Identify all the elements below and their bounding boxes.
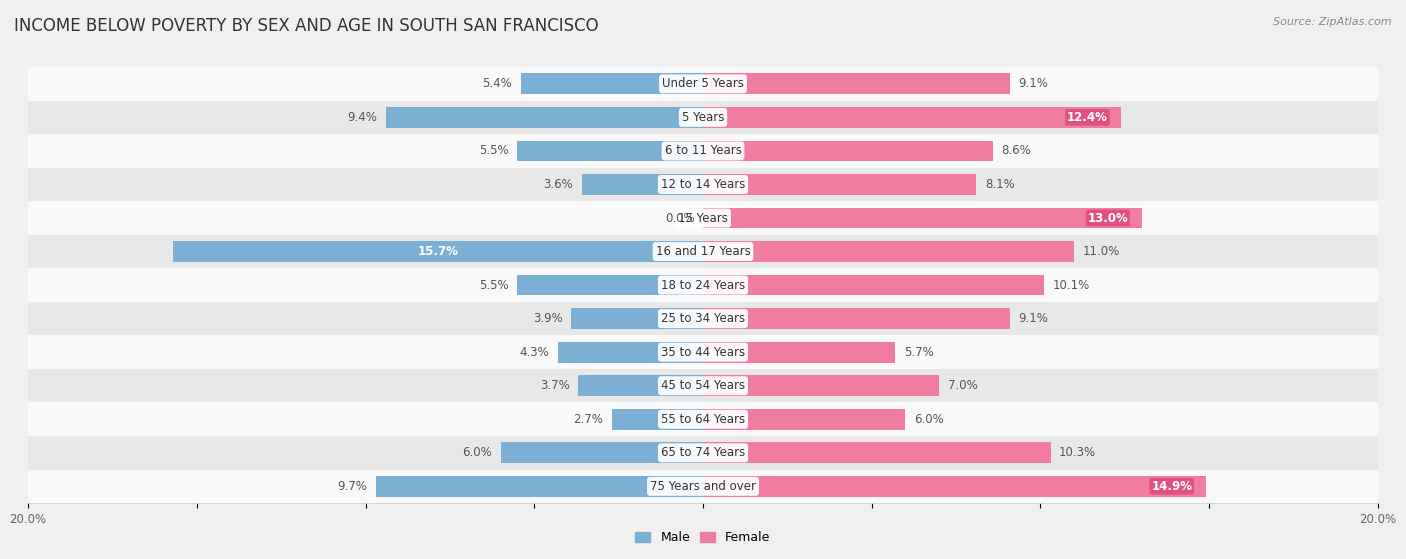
Text: 75 Years and over: 75 Years and over — [650, 480, 756, 493]
Text: 5.7%: 5.7% — [904, 345, 934, 359]
Text: 9.4%: 9.4% — [347, 111, 377, 124]
Text: 10.3%: 10.3% — [1059, 446, 1097, 459]
Text: INCOME BELOW POVERTY BY SEX AND AGE IN SOUTH SAN FRANCISCO: INCOME BELOW POVERTY BY SEX AND AGE IN S… — [14, 17, 599, 35]
Text: 15.7%: 15.7% — [418, 245, 458, 258]
Text: 6 to 11 Years: 6 to 11 Years — [665, 144, 741, 158]
Text: 9.1%: 9.1% — [1018, 77, 1049, 91]
Bar — [703, 342, 896, 363]
Text: 15 Years: 15 Years — [678, 211, 728, 225]
Text: 6.0%: 6.0% — [463, 446, 492, 459]
Bar — [28, 168, 1378, 201]
Bar — [703, 174, 976, 195]
Text: 35 to 44 Years: 35 to 44 Years — [661, 345, 745, 359]
Text: 12.4%: 12.4% — [1067, 111, 1108, 124]
Text: 5.5%: 5.5% — [479, 144, 509, 158]
Bar — [558, 342, 703, 363]
Bar — [703, 308, 1010, 329]
Bar — [28, 470, 1378, 503]
Bar — [28, 201, 1378, 235]
Text: 6.0%: 6.0% — [914, 413, 943, 426]
Text: Source: ZipAtlas.com: Source: ZipAtlas.com — [1274, 17, 1392, 27]
Text: 9.1%: 9.1% — [1018, 312, 1049, 325]
Bar — [517, 140, 703, 162]
Bar — [703, 241, 1074, 262]
Bar — [28, 101, 1378, 134]
Bar — [703, 107, 1122, 128]
Bar — [173, 241, 703, 262]
Bar — [28, 235, 1378, 268]
Text: 8.6%: 8.6% — [1001, 144, 1032, 158]
Text: 2.7%: 2.7% — [574, 413, 603, 426]
Bar — [703, 274, 1043, 296]
Text: 55 to 64 Years: 55 to 64 Years — [661, 413, 745, 426]
Text: 45 to 54 Years: 45 to 54 Years — [661, 379, 745, 392]
Bar — [703, 73, 1010, 94]
Text: 25 to 34 Years: 25 to 34 Years — [661, 312, 745, 325]
Bar — [582, 174, 703, 195]
Bar — [703, 409, 905, 430]
Bar — [517, 274, 703, 296]
Text: 16 and 17 Years: 16 and 17 Years — [655, 245, 751, 258]
Text: 4.3%: 4.3% — [520, 345, 550, 359]
Text: 3.6%: 3.6% — [543, 178, 574, 191]
Text: 8.1%: 8.1% — [984, 178, 1015, 191]
Text: 12 to 14 Years: 12 to 14 Years — [661, 178, 745, 191]
Bar — [28, 134, 1378, 168]
Bar — [28, 436, 1378, 470]
Text: 5.5%: 5.5% — [479, 278, 509, 292]
Bar — [28, 402, 1378, 436]
Legend: Male, Female: Male, Female — [630, 526, 776, 549]
Text: 5 Years: 5 Years — [682, 111, 724, 124]
Bar — [28, 268, 1378, 302]
Bar — [703, 442, 1050, 463]
Bar — [28, 302, 1378, 335]
Bar — [375, 476, 703, 497]
Text: 65 to 74 Years: 65 to 74 Years — [661, 446, 745, 459]
Bar — [571, 308, 703, 329]
Text: 0.0%: 0.0% — [665, 211, 695, 225]
Bar — [578, 375, 703, 396]
Bar — [28, 369, 1378, 402]
Bar — [28, 67, 1378, 101]
Bar — [28, 335, 1378, 369]
Text: 14.9%: 14.9% — [1152, 480, 1192, 493]
Text: 3.9%: 3.9% — [533, 312, 562, 325]
Bar — [385, 107, 703, 128]
Text: 13.0%: 13.0% — [1087, 211, 1128, 225]
Bar — [703, 207, 1142, 229]
Text: 10.1%: 10.1% — [1052, 278, 1090, 292]
Text: 3.7%: 3.7% — [540, 379, 569, 392]
Bar — [703, 140, 993, 162]
Text: 11.0%: 11.0% — [1083, 245, 1119, 258]
Bar — [612, 409, 703, 430]
Text: 5.4%: 5.4% — [482, 77, 512, 91]
Bar — [501, 442, 703, 463]
Bar — [520, 73, 703, 94]
Bar — [703, 476, 1206, 497]
Bar — [703, 375, 939, 396]
Text: 9.7%: 9.7% — [337, 480, 367, 493]
Text: Under 5 Years: Under 5 Years — [662, 77, 744, 91]
Text: 7.0%: 7.0% — [948, 379, 977, 392]
Text: 18 to 24 Years: 18 to 24 Years — [661, 278, 745, 292]
